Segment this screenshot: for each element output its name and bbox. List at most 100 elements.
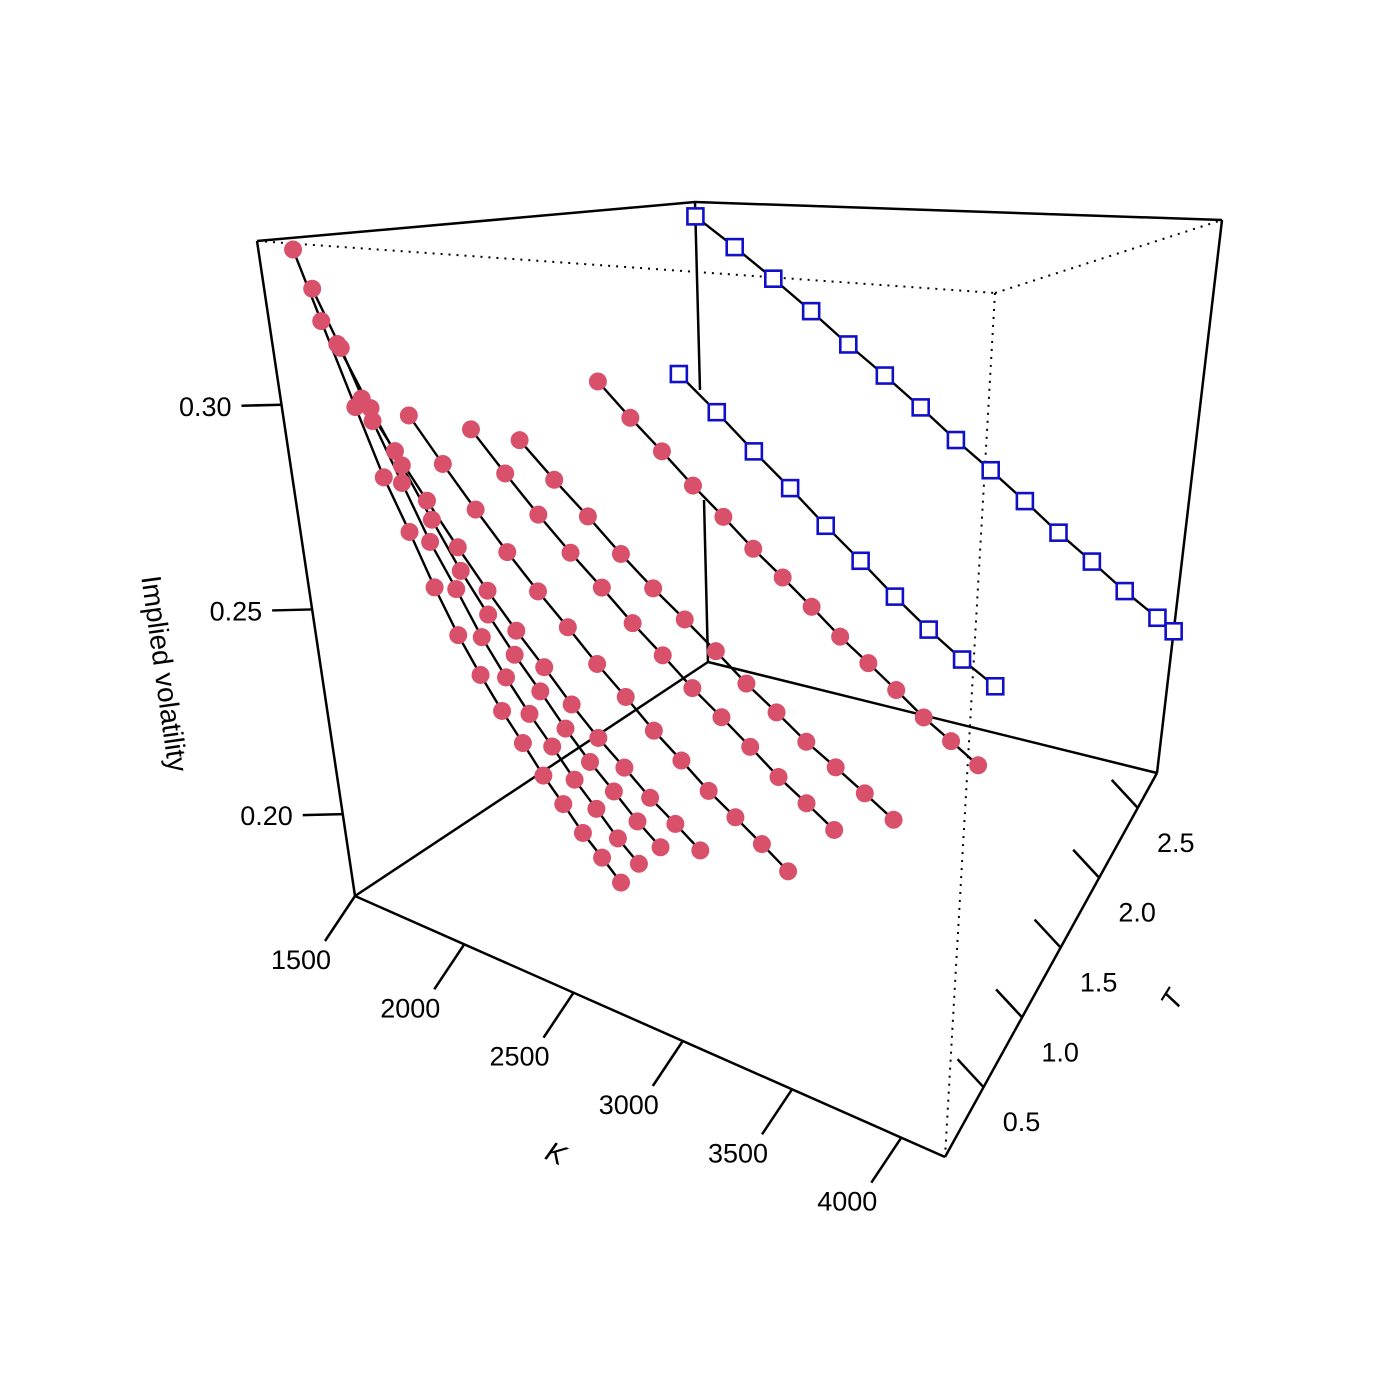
data-point-square — [686, 207, 705, 226]
data-point-circle — [580, 752, 599, 771]
data-point-circle — [303, 279, 322, 298]
data-point-circle — [969, 756, 988, 775]
data-point-circle — [884, 810, 903, 829]
box-hidden-edge — [256, 240, 996, 294]
data-point-circle — [513, 734, 532, 753]
axis-tick-labels: 1500 2000 2500 3000 3500 4000 0.5 1.0 1.5 2.0 2.5 0… — [179, 392, 1195, 1217]
data-point-circle — [651, 838, 670, 857]
data-point-circle — [392, 473, 411, 492]
data-point-circle — [385, 442, 404, 461]
data-point-circle — [712, 708, 731, 727]
data-point-circle — [773, 568, 792, 587]
data-point-circle — [284, 240, 303, 259]
z-tick — [272, 608, 313, 612]
y-tick — [956, 1058, 985, 1089]
data-point-circle — [448, 538, 467, 557]
data-point-square — [744, 442, 764, 461]
z-axis-title: Implied volatility — [135, 574, 193, 774]
data-point-square — [981, 460, 1000, 480]
data-point-circle — [399, 406, 418, 425]
data-point-circle — [328, 335, 347, 354]
data-point-circle — [528, 582, 547, 601]
data-point-square — [816, 516, 836, 536]
data-point-square — [952, 650, 972, 669]
y-tick-label: 1.5 — [1080, 968, 1118, 998]
box-edge — [354, 660, 709, 898]
data-point-circle — [479, 605, 498, 624]
data-point-circle — [859, 654, 878, 673]
data-point-circle — [699, 781, 718, 800]
data-point-circle — [887, 681, 906, 700]
box-hidden-edge — [994, 219, 1223, 294]
y-tick-label: 2.5 — [1157, 828, 1195, 858]
data-point-circle — [741, 737, 760, 756]
data-point-circle — [942, 732, 961, 751]
x-tick — [542, 991, 575, 1039]
data-point-circle — [554, 795, 573, 814]
data-point-circle — [400, 522, 419, 541]
data-point-circle — [535, 658, 554, 677]
data-point-circle — [534, 766, 553, 785]
data-point-circle — [520, 704, 539, 723]
data-point-circle — [672, 751, 691, 770]
y-tick-label: 2.0 — [1118, 898, 1156, 928]
data-point-circle — [507, 621, 526, 640]
data-point-circle — [497, 668, 516, 687]
data-point-circle — [826, 758, 845, 777]
data-point-circle — [611, 544, 630, 563]
data-point-square — [1049, 523, 1068, 542]
z-tick-label: 0.30 — [179, 392, 232, 422]
box-edge — [943, 772, 1159, 1158]
data-point-circle — [797, 732, 816, 751]
data-point-square — [985, 676, 1005, 696]
data-point-circle — [392, 456, 411, 475]
data-point-square — [725, 237, 745, 257]
data-point-circle — [797, 794, 816, 813]
data-point-circle — [352, 389, 371, 408]
data-point-circle — [616, 687, 635, 706]
data-point-circle — [496, 464, 515, 483]
x-tick-label: 3500 — [708, 1138, 768, 1168]
data-point-circle — [562, 695, 581, 714]
data-point-circle — [587, 799, 606, 818]
x-tick — [870, 1136, 903, 1184]
data-point-circle — [510, 431, 529, 450]
data-point-circle — [449, 626, 468, 645]
data-point-square — [911, 398, 930, 417]
z-tick — [241, 403, 282, 407]
data-point-circle — [831, 627, 850, 646]
series-markers — [284, 207, 1183, 892]
box-edge — [256, 200, 696, 243]
x-tick-label: 1500 — [271, 945, 331, 975]
data-point-circle — [471, 665, 490, 684]
data-point-circle — [588, 654, 607, 673]
x-tick-label: 3000 — [599, 1090, 659, 1120]
data-point-circle — [461, 420, 480, 439]
data-point-circle — [615, 758, 634, 777]
data-point-circle — [433, 454, 452, 473]
data-point-circle — [604, 782, 623, 801]
x-tick — [323, 895, 357, 942]
data-point-circle — [666, 814, 685, 833]
hidden-edges — [256, 219, 1223, 1158]
data-point-circle — [652, 442, 671, 461]
data-point-circle — [493, 701, 512, 720]
data-point-circle — [644, 579, 663, 598]
data-point-circle — [417, 491, 436, 510]
data-point-circle — [505, 645, 524, 664]
x-tick-label: 4000 — [817, 1187, 877, 1217]
y-tick — [1110, 779, 1139, 809]
data-point-circle — [578, 507, 597, 526]
data-point-square — [1148, 608, 1167, 628]
data-point-circle — [767, 703, 786, 722]
box-edge — [702, 499, 710, 663]
box-hidden-edge — [944, 292, 996, 1158]
y-tick — [995, 988, 1024, 1019]
data-point-circle — [706, 642, 725, 661]
data-point-circle — [714, 507, 733, 526]
box-edge — [693, 201, 702, 391]
data-point-square — [780, 478, 800, 498]
data-point-circle — [612, 873, 631, 892]
data-point-circle — [451, 561, 470, 580]
series-lines — [291, 215, 1175, 884]
